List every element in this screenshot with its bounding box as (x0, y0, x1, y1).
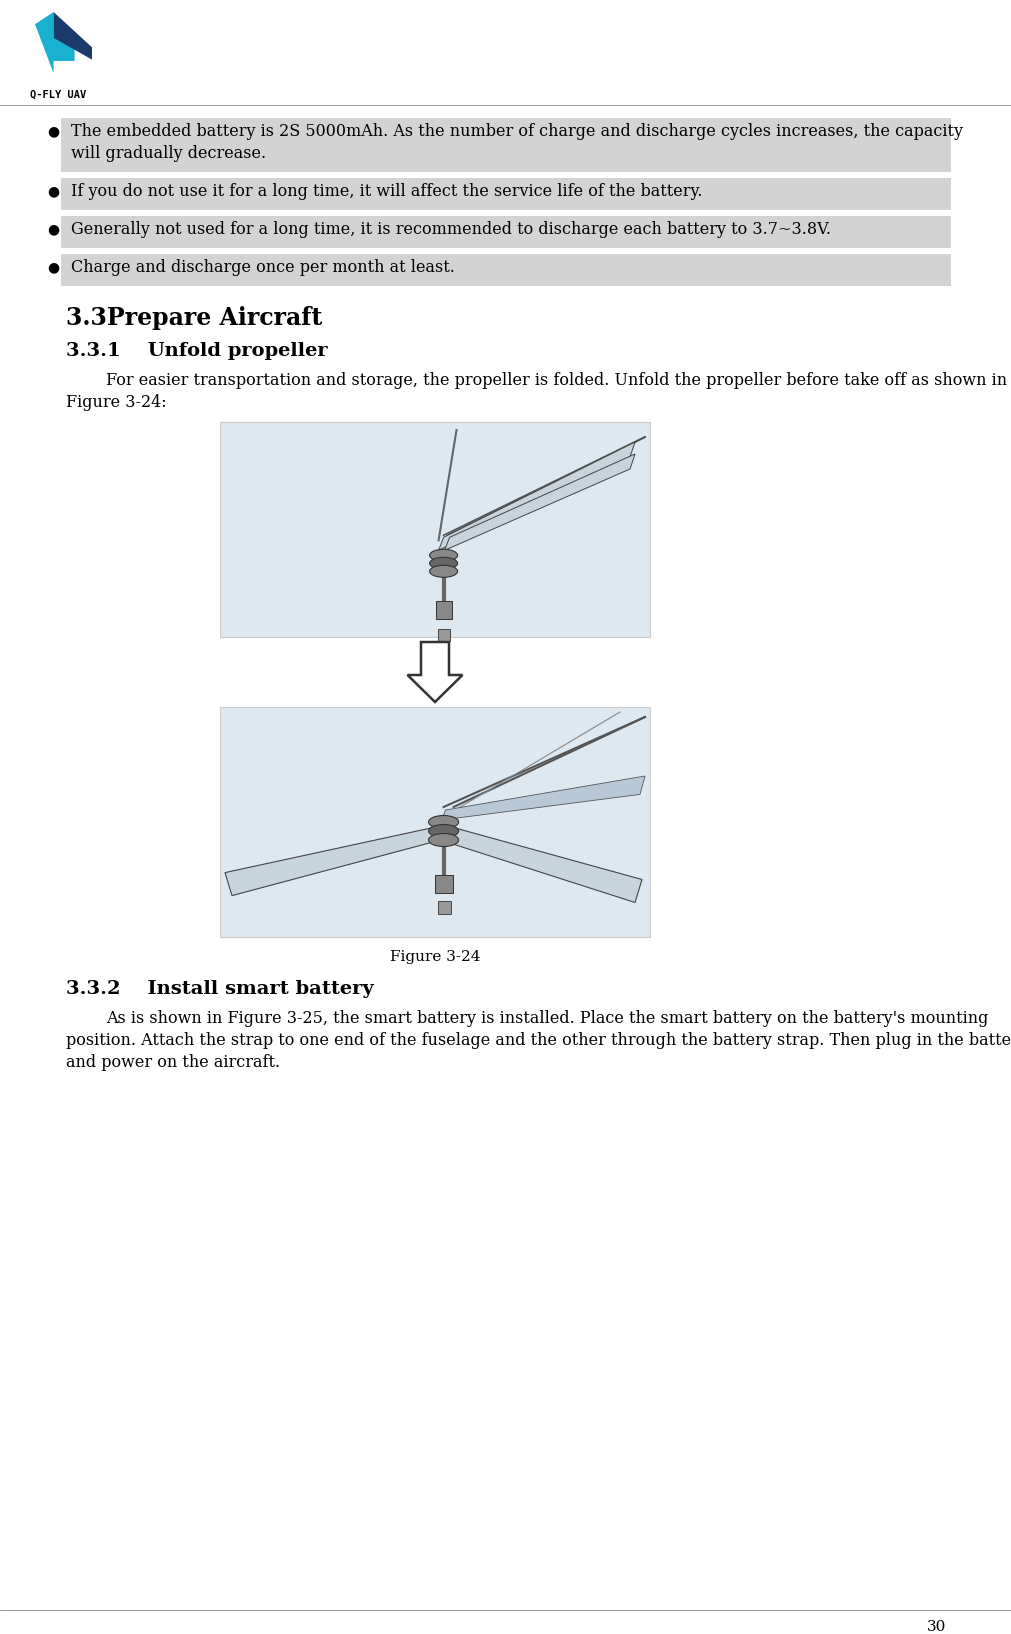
Bar (437, 629, 449, 641)
Polygon shape (444, 454, 634, 551)
Bar (435, 601, 451, 619)
Text: position. Attach the strap to one end of the fuselage and the other through the : position. Attach the strap to one end of… (66, 1033, 1011, 1049)
Polygon shape (438, 443, 634, 551)
Text: Figure 3-24: Figure 3-24 (389, 949, 480, 964)
Polygon shape (224, 827, 440, 895)
Text: For easier transportation and storage, the propeller is folded. Unfold the prope: For easier transportation and storage, t… (106, 373, 1006, 389)
Bar (61, 253, 950, 286)
Text: ●: ● (48, 124, 60, 137)
Polygon shape (35, 11, 75, 74)
Bar (61, 178, 950, 211)
Ellipse shape (430, 565, 457, 577)
Polygon shape (407, 642, 462, 703)
Bar (437, 900, 450, 913)
Text: ●: ● (48, 260, 60, 275)
Text: 3.3.1    Unfold propeller: 3.3.1 Unfold propeller (66, 342, 328, 359)
Bar (219, 708, 649, 936)
Ellipse shape (430, 549, 457, 562)
Text: Generally not used for a long time, it is recommended to discharge each battery : Generally not used for a long time, it i… (71, 221, 830, 239)
Bar (61, 216, 950, 248)
Text: 3.3Prepare Aircraft: 3.3Prepare Aircraft (66, 306, 321, 330)
Text: 30: 30 (926, 1619, 945, 1634)
Text: will gradually decrease.: will gradually decrease. (71, 145, 266, 162)
Ellipse shape (429, 833, 458, 846)
Text: Figure 3-24:: Figure 3-24: (66, 394, 166, 412)
Text: Charge and discharge once per month at least.: Charge and discharge once per month at l… (71, 260, 454, 276)
Bar (61, 118, 950, 172)
Text: If you do not use it for a long time, it will affect the service life of the bat: If you do not use it for a long time, it… (71, 183, 702, 199)
Bar (219, 422, 649, 637)
Text: ●: ● (48, 222, 60, 235)
Polygon shape (441, 776, 644, 820)
Text: The embedded battery is 2S 5000mAh. As the number of charge and discharge cycles: The embedded battery is 2S 5000mAh. As t… (71, 123, 961, 141)
Text: and power on the aircraft.: and power on the aircraft. (66, 1054, 280, 1070)
Text: As is shown in Figure 3-25, the smart battery is installed. Place the smart batt: As is shown in Figure 3-25, the smart ba… (106, 1010, 987, 1028)
Polygon shape (446, 827, 641, 902)
Text: Q-FLY UAV: Q-FLY UAV (30, 90, 86, 100)
Text: 3.3.2    Install smart battery: 3.3.2 Install smart battery (66, 980, 373, 998)
Polygon shape (54, 11, 92, 59)
Ellipse shape (430, 557, 457, 569)
Ellipse shape (429, 825, 458, 838)
Bar (434, 874, 452, 894)
Text: ●: ● (48, 185, 60, 198)
Ellipse shape (429, 815, 458, 828)
